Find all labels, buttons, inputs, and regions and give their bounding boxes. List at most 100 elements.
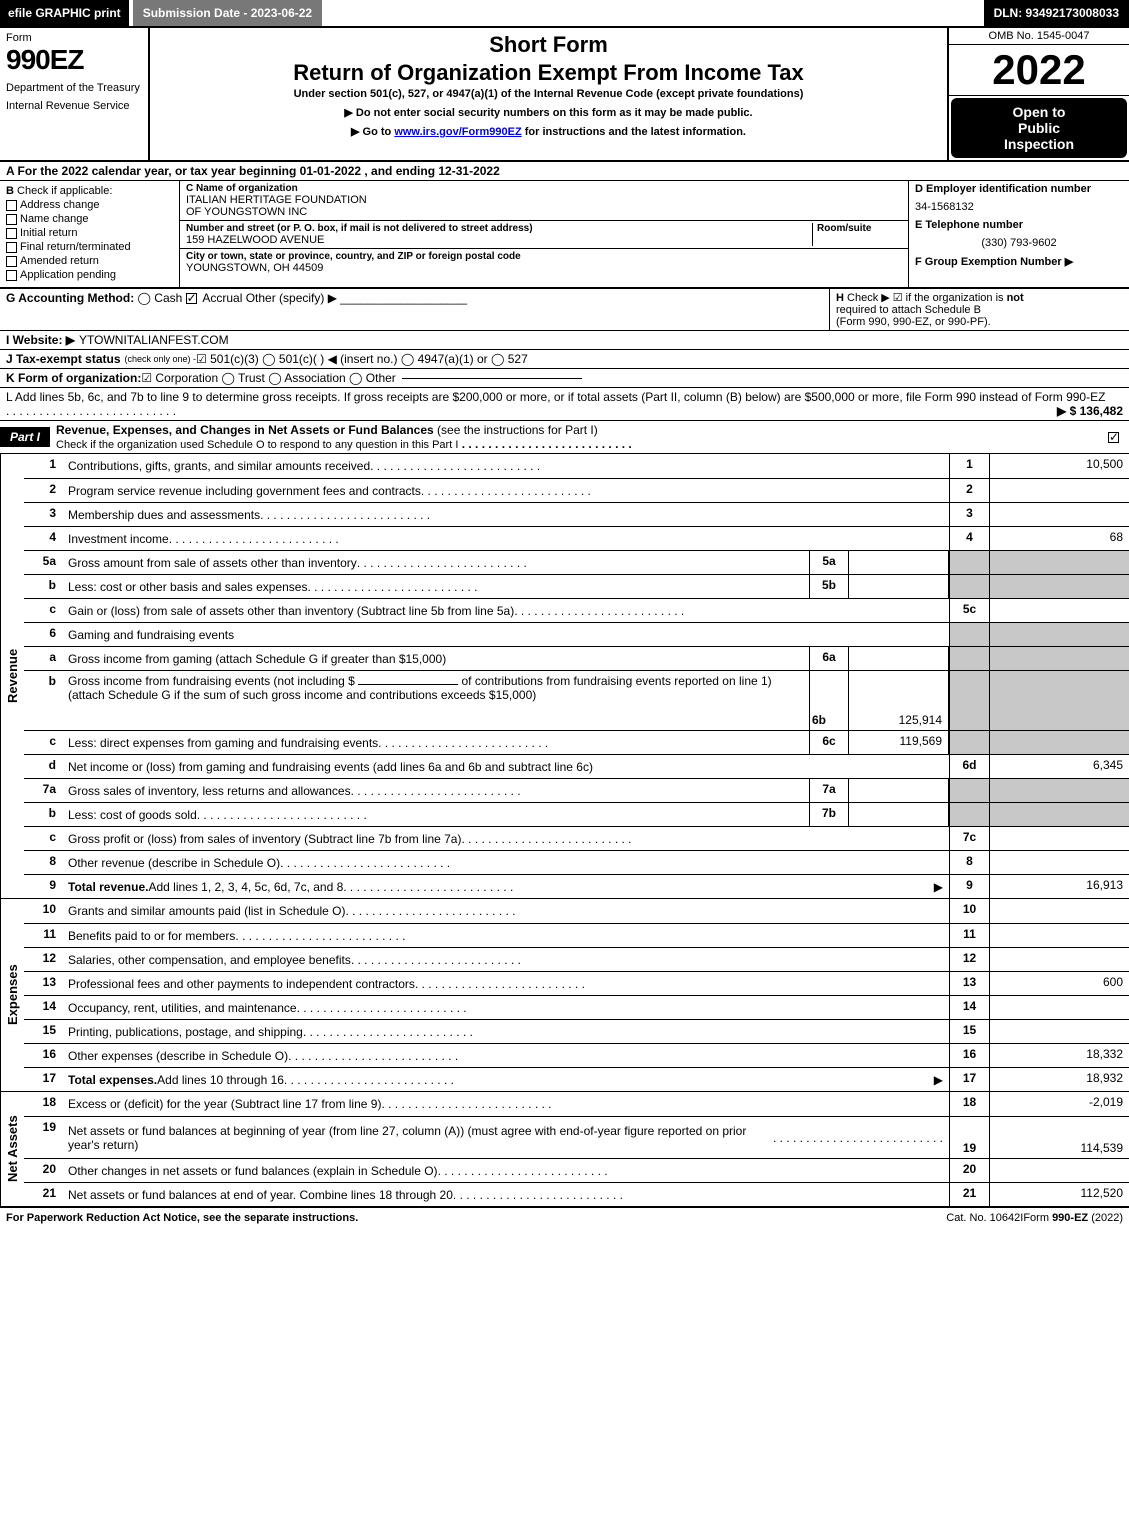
- part-i-tab: Part I: [0, 427, 50, 447]
- row-18: 18 Excess or (deficit) for the year (Sub…: [24, 1092, 1129, 1116]
- form-label: Form: [6, 32, 142, 44]
- header-right: OMB No. 1545-0047 2022 Open to Public In…: [949, 28, 1129, 160]
- row-7b: b Less: cost of goods sold 7b: [24, 802, 1129, 826]
- part-i-checkbox[interactable]: [1108, 432, 1119, 443]
- row-1: 1 Contributions, gifts, grants, and simi…: [24, 454, 1129, 478]
- row-17: 17 Total expenses. Add lines 10 through …: [24, 1067, 1129, 1091]
- row-8: 8 Other revenue (describe in Schedule O)…: [24, 850, 1129, 874]
- f-label: F Group Exemption Number ▶: [915, 256, 1073, 268]
- chk-address-change[interactable]: Address change: [6, 199, 173, 211]
- row-13: 13 Professional fees and other payments …: [24, 971, 1129, 995]
- chk-final-return[interactable]: Final return/terminated: [6, 241, 173, 253]
- column-d: D Employer identification number 34-1568…: [909, 181, 1129, 287]
- row-7a: 7a Gross sales of inventory, less return…: [24, 778, 1129, 802]
- row-6b: b Gross income from fundraising events (…: [24, 670, 1129, 730]
- header-left: Form 990EZ Department of the Treasury In…: [0, 28, 150, 160]
- d-label: D Employer identification number: [915, 183, 1091, 195]
- room-label: Room/suite: [817, 223, 902, 234]
- k-label: K Form of organization:: [6, 371, 141, 385]
- row-12: 12 Salaries, other compensation, and emp…: [24, 947, 1129, 971]
- instr-no-ssn: ▶ Do not enter social security numbers o…: [158, 106, 939, 119]
- footer-cat: Cat. No. 10642I: [946, 1212, 1023, 1224]
- subtitle: Under section 501(c), 527, or 4947(a)(1)…: [158, 88, 939, 100]
- city-state-zip: YOUNGSTOWN, OH 44509: [186, 262, 902, 274]
- chk-name-change[interactable]: Name change: [6, 213, 173, 225]
- dept-treasury: Department of the Treasury: [6, 82, 142, 94]
- line-gh: G Accounting Method: ◯ Cash Accrual Othe…: [0, 289, 1129, 331]
- row-3: 3 Membership dues and assessments 3: [24, 502, 1129, 526]
- row-6: 6 Gaming and fundraising events: [24, 622, 1129, 646]
- b-label: Check if applicable:: [17, 185, 112, 197]
- j-small: (check only one) -: [125, 354, 197, 364]
- tax-year: 2022: [949, 45, 1129, 96]
- dept-irs: Internal Revenue Service: [6, 100, 142, 112]
- k-text: ☑ Corporation ◯ Trust ◯ Association ◯ Ot…: [141, 371, 395, 385]
- column-b: B Check if applicable: Address change Na…: [0, 181, 180, 287]
- form-header: Form 990EZ Department of the Treasury In…: [0, 28, 1129, 162]
- org-name-label: C Name of organization: [186, 183, 902, 194]
- chk-amended-return[interactable]: Amended return: [6, 255, 173, 267]
- row-21: 21 Net assets or fund balances at end of…: [24, 1182, 1129, 1206]
- line-j: J Tax-exempt status (check only one) - ☑…: [0, 350, 1129, 369]
- row-6c: c Less: direct expenses from gaming and …: [24, 730, 1129, 754]
- chk-initial-return[interactable]: Initial return: [6, 227, 173, 239]
- h-text-3: (Form 990, 990-EZ, or 990-PF).: [836, 316, 991, 328]
- instr-goto-post: for instructions and the latest informat…: [525, 126, 746, 138]
- section-a: A For the 2022 calendar year, or tax yea…: [0, 162, 1129, 181]
- row-9: 9 Total revenue. Add lines 1, 2, 3, 4, 5…: [24, 874, 1129, 898]
- org-name-1: ITALIAN HERTITAGE FOUNDATION: [186, 194, 902, 206]
- h-text-2: required to attach Schedule B: [836, 304, 981, 316]
- form-number: 990EZ: [6, 44, 142, 76]
- footer-right: Form 990-EZ (2022): [1023, 1212, 1123, 1224]
- dln-label: DLN: 93492173008033: [984, 0, 1129, 26]
- inspection-badge: Open to Public Inspection: [951, 98, 1127, 158]
- row-5c: c Gain or (loss) from sale of assets oth…: [24, 598, 1129, 622]
- info-grid: B Check if applicable: Address change Na…: [0, 181, 1129, 289]
- row-19: 19 Net assets or fund balances at beginn…: [24, 1116, 1129, 1158]
- inspection-2: Public: [953, 120, 1125, 136]
- row-16: 16 Other expenses (describe in Schedule …: [24, 1043, 1129, 1067]
- row-7c: c Gross profit or (loss) from sales of i…: [24, 826, 1129, 850]
- org-name-2: OF YOUNGSTOWN INC: [186, 206, 902, 218]
- row-11: 11 Benefits paid to or for members 11: [24, 923, 1129, 947]
- row-15: 15 Printing, publications, postage, and …: [24, 1019, 1129, 1043]
- city-label: City or town, state or province, country…: [186, 251, 902, 262]
- row-4: 4 Investment income 4 68: [24, 526, 1129, 550]
- row-5b: b Less: cost or other basis and sales ex…: [24, 574, 1129, 598]
- instr-goto-pre: ▶ Go to: [351, 126, 394, 138]
- line-l: L Add lines 5b, 6c, and 7b to line 9 to …: [0, 388, 1129, 421]
- g-label: G Accounting Method:: [6, 291, 134, 305]
- row-5a: 5a Gross amount from sale of assets othe…: [24, 550, 1129, 574]
- line-k: K Form of organization: ☑ Corporation ◯ …: [0, 369, 1129, 388]
- line-i: I Website: ▶ YTOWNITALIANFEST.COM: [0, 331, 1129, 350]
- h-text-1: Check ▶ ☑ if the organization is: [847, 292, 1007, 304]
- website-value: YTOWNITALIANFEST.COM: [79, 333, 229, 347]
- return-title: Return of Organization Exempt From Incom…: [158, 60, 939, 86]
- omb-number: OMB No. 1545-0047: [949, 28, 1129, 45]
- h-bold: not: [1007, 292, 1024, 304]
- submission-date: Submission Date - 2023-06-22: [133, 0, 322, 26]
- ein-value: 34-1568132: [915, 201, 1123, 213]
- inspection-1: Open to: [953, 104, 1125, 120]
- revenue-section: Revenue 1 Contributions, gifts, grants, …: [0, 454, 1129, 899]
- i-label: I Website: ▶: [6, 333, 75, 347]
- row-10: 10 Grants and similar amounts paid (list…: [24, 899, 1129, 923]
- chk-application-pending[interactable]: Application pending: [6, 269, 173, 281]
- l-text: L Add lines 5b, 6c, and 7b to line 9 to …: [6, 390, 1105, 404]
- efile-label: efile GRAPHIC print: [0, 0, 129, 26]
- h-label: H: [836, 292, 844, 304]
- instr-goto: ▶ Go to www.irs.gov/Form990EZ for instru…: [158, 125, 939, 138]
- irs-link[interactable]: www.irs.gov/Form990EZ: [394, 126, 521, 138]
- street-address: 159 HAZELWOOD AVENUE: [186, 234, 812, 246]
- addr-label: Number and street (or P. O. box, if mail…: [186, 223, 812, 234]
- row-6d: d Net income or (loss) from gaming and f…: [24, 754, 1129, 778]
- row-14: 14 Occupancy, rent, utilities, and maint…: [24, 995, 1129, 1019]
- column-c: C Name of organization ITALIAN HERTITAGE…: [180, 181, 909, 287]
- top-bar: efile GRAPHIC print Submission Date - 20…: [0, 0, 1129, 28]
- g-opts: ◯ Cash Accrual Other (specify) ▶ _______…: [138, 291, 468, 305]
- netassets-sidebar: Net Assets: [0, 1092, 24, 1206]
- row-2: 2 Program service revenue including gove…: [24, 478, 1129, 502]
- inspection-3: Inspection: [953, 136, 1125, 152]
- revenue-sidebar: Revenue: [0, 454, 24, 898]
- page-footer: For Paperwork Reduction Act Notice, see …: [0, 1208, 1129, 1228]
